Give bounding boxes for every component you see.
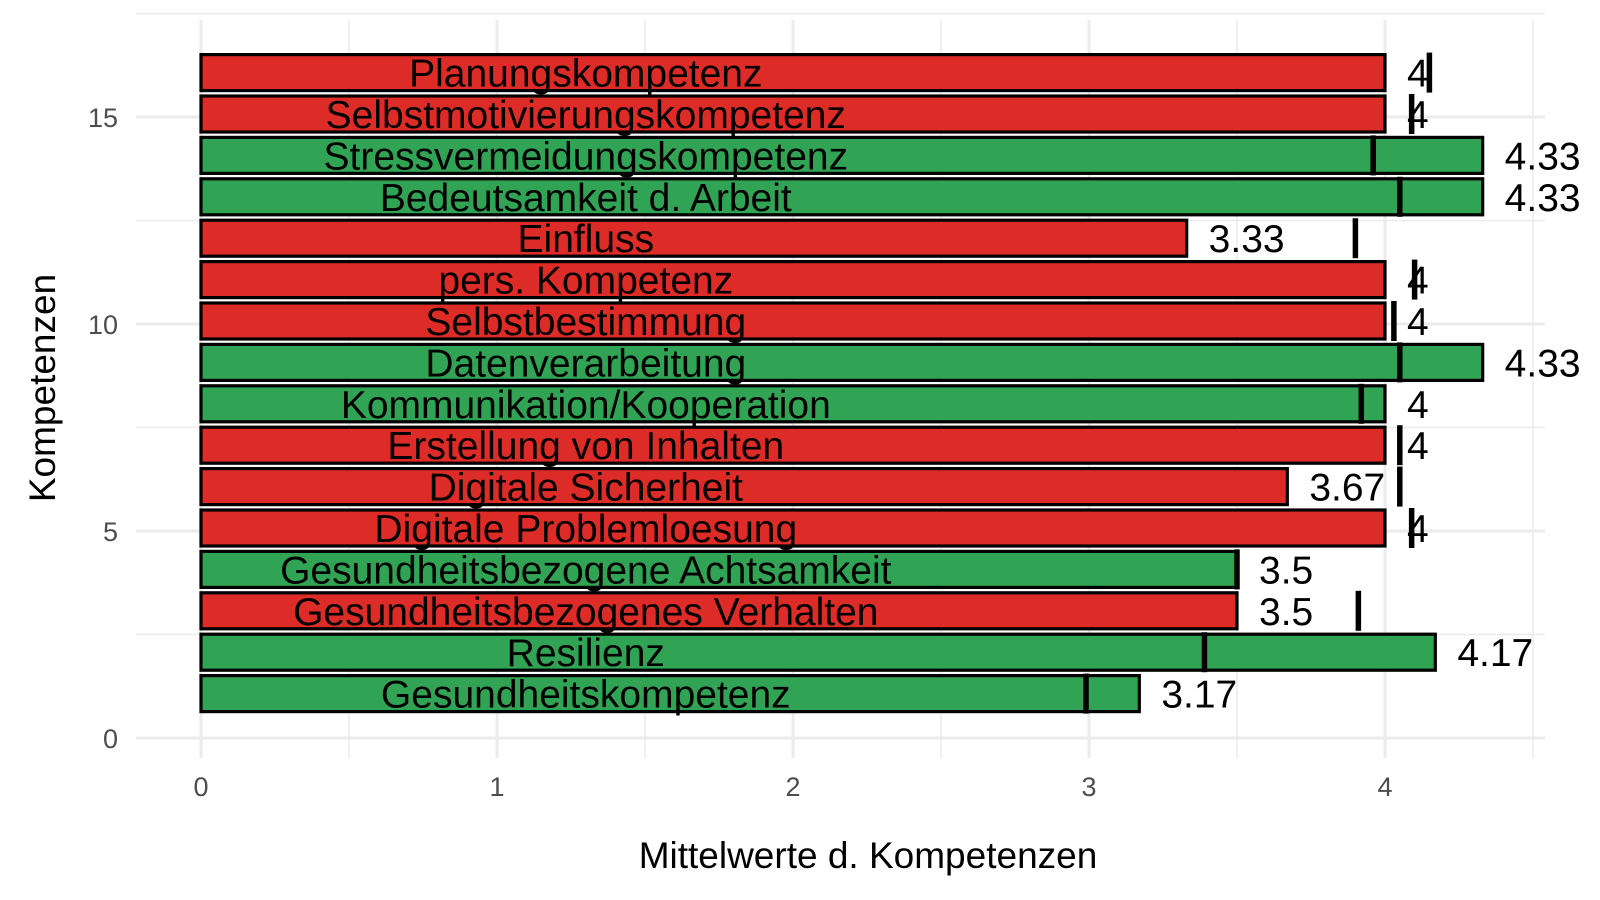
value-label-3: 3.5 (1259, 591, 1313, 634)
axes: 0 1 2 3 4 0 5 10 15 (88, 103, 1393, 802)
value-label-1: 3.17 (1161, 674, 1237, 717)
x-tick-label: 0 (193, 772, 208, 802)
x-axis-title: Mittelwerte d. Kompetenzen (639, 835, 1098, 876)
bar-1 (199, 673, 1141, 714)
y-tick-label: 10 (88, 310, 118, 340)
x-tick-label: 2 (785, 772, 800, 802)
bar-label-12: Einfluss (518, 218, 655, 261)
reference-markers (1083, 52, 1433, 714)
value-label-16: 4 (1407, 53, 1429, 96)
y-tick-label: 5 (103, 517, 118, 547)
bar-label-11: pers. Kompetenz (438, 260, 733, 303)
bar-8 (199, 384, 1387, 424)
bar-label-4: Gesundheitsbezogene Achtsamkeit (280, 549, 892, 592)
bar-13 (199, 177, 1485, 217)
value-label-11: 4 (1407, 260, 1429, 303)
bar-label-6: Digitale Sicherheit (429, 467, 743, 510)
value-label-5: 4 (1407, 508, 1429, 551)
value-label-12: 3.33 (1209, 218, 1285, 261)
bar-label-15: Selbstmotivierungskompetenz (326, 94, 846, 137)
bar-label-7: Erstellung von Inhalten (387, 425, 784, 468)
bar-label-10: Selbstbestimmung (425, 301, 746, 344)
x-tick-label: 3 (1081, 772, 1096, 802)
bar-label-13: Bedeutsamkeit d. Arbeit (380, 177, 792, 220)
y-axis-title: Kompetenzen (22, 274, 63, 502)
value-label-4: 3.5 (1259, 549, 1313, 592)
bar-7 (199, 425, 1387, 465)
value-labels: 3.174.173.53.543.67444.33443.334.334.334… (1161, 53, 1580, 717)
x-tick-label: 1 (489, 772, 504, 802)
bar-label-5: Digitale Problemloesung (374, 508, 797, 551)
bars (199, 52, 1485, 714)
y-tick-label: 0 (103, 724, 118, 754)
value-label-2: 4.17 (1457, 632, 1533, 675)
bar-15 (199, 94, 1387, 134)
bar-label-8: Kommunikation/Kooperation (341, 384, 831, 427)
value-label-9: 4.33 (1505, 342, 1581, 385)
value-label-15: 4 (1407, 94, 1429, 137)
bar-3 (199, 591, 1239, 631)
bar-12 (199, 218, 1189, 258)
value-label-7: 4 (1407, 425, 1429, 468)
bar-labels: GesundheitskompetenzResilienzGesundheits… (280, 53, 892, 717)
value-label-6: 3.67 (1309, 467, 1385, 510)
bar-11 (199, 260, 1387, 300)
bar-label-3: Gesundheitsbezogenes Verhalten (293, 591, 878, 634)
bar-16 (199, 52, 1387, 93)
y-tick-label: 15 (88, 103, 118, 133)
bar-14 (199, 135, 1485, 175)
value-label-10: 4 (1407, 301, 1429, 344)
plot-panel: GesundheitskompetenzResilienzGesundheits… (199, 52, 1581, 717)
value-label-14: 4.33 (1505, 135, 1581, 178)
bar-label-14: Stressvermeidungskompetenz (324, 135, 849, 178)
bar-9 (199, 342, 1485, 382)
bar-label-2: Resilienz (507, 632, 665, 675)
bar-label-16: Planungskompetenz (409, 53, 762, 96)
bar-2 (199, 632, 1437, 672)
bar-6 (199, 467, 1289, 507)
value-label-8: 4 (1407, 384, 1429, 427)
bar-label-1: Gesundheitskompetenz (381, 674, 791, 717)
value-label-13: 4.33 (1505, 177, 1581, 220)
bar-5 (199, 508, 1387, 548)
x-tick-label: 4 (1377, 772, 1392, 802)
bar-label-9: Datenverarbeitung (425, 342, 746, 385)
bar-10 (199, 301, 1387, 341)
